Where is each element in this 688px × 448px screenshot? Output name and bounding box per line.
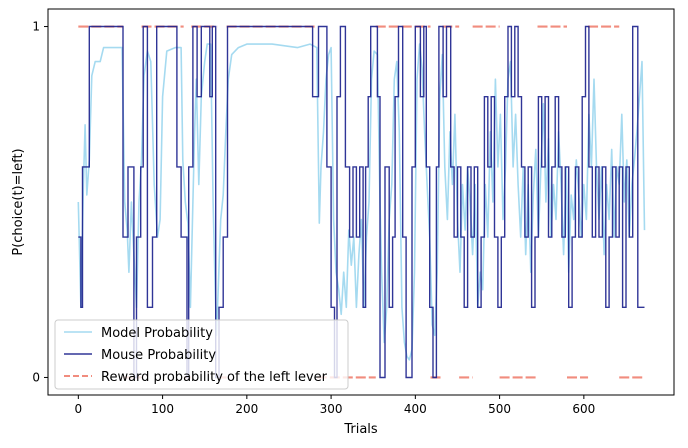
y-tick-label: 0 — [32, 370, 40, 384]
legend-label-mouse: Mouse Probability — [101, 348, 216, 363]
y-tick-label: 1 — [32, 20, 40, 34]
x-tick-label: 100 — [151, 402, 174, 416]
axes: 0 100 200 300 400 500 600 0 1 — [32, 8, 675, 416]
plot-area — [77, 25, 646, 379]
x-tick-label: 0 — [75, 402, 83, 416]
x-tick-label: 200 — [235, 402, 258, 416]
x-axis-label: Trials — [343, 422, 378, 437]
y-axis-label: P(choice(t)=left) — [11, 148, 26, 255]
legend-label-model: Model Probability — [101, 326, 213, 341]
x-tick-label: 300 — [320, 402, 343, 416]
x-tick-label: 500 — [488, 402, 511, 416]
legend: Model Probability Mouse Probability Rewa… — [54, 319, 349, 390]
x-tick-label: 400 — [404, 402, 427, 416]
legend-label-reward: Reward probability of the left lever — [101, 370, 328, 385]
axes-frame — [47, 8, 675, 396]
mouse-probability-line — [78, 25, 645, 379]
x-tick-label: 600 — [572, 402, 595, 416]
legend-box — [54, 319, 349, 390]
